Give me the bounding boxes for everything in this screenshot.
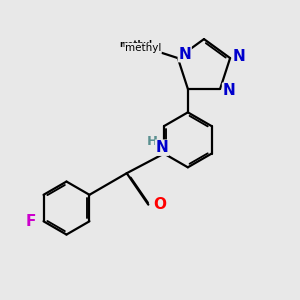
Text: N: N (232, 49, 245, 64)
Text: F: F (26, 214, 36, 229)
Text: methyl: methyl (120, 40, 153, 49)
Text: N: N (223, 83, 235, 98)
Text: H: H (147, 135, 158, 148)
Text: N: N (178, 47, 191, 62)
Text: O: O (154, 197, 166, 212)
Text: N: N (156, 140, 168, 155)
Text: methyl: methyl (125, 44, 161, 53)
